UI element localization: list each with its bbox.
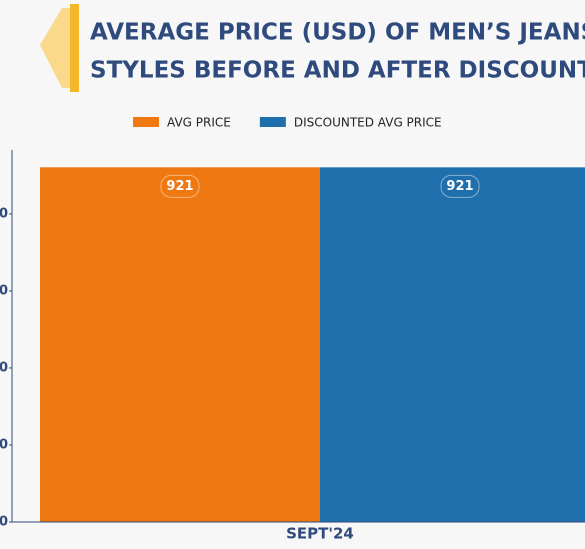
legend-swatch: [259, 117, 286, 127]
value-label: 921: [446, 179, 473, 194]
y-tick-label: 400: [0, 360, 8, 375]
chevron-decoration: [40, 8, 72, 88]
chart-title: STYLES BEFORE AND AFTER DISCOUNT: [90, 58, 585, 84]
legend-label: DISCOUNTED AVG PRICE: [294, 116, 442, 130]
accent-bar: [70, 4, 79, 92]
legend-label: AVG PRICE: [167, 116, 231, 130]
legend-swatch: [133, 117, 159, 127]
bar: [320, 167, 585, 522]
x-tick-label: SEPT'24: [286, 525, 354, 543]
value-label-pill: [440, 174, 480, 198]
bar: [40, 167, 320, 522]
y-tick-label: 0: [0, 515, 8, 530]
chart-title: AVERAGE PRICE (USD) OF MEN’S JEANS: [90, 20, 585, 46]
y-tick-label: 800: [0, 206, 8, 221]
y-tick-label: 600: [0, 283, 8, 298]
value-label: 921: [166, 179, 193, 194]
y-tick-label: 200: [0, 437, 8, 452]
value-label-pill: [160, 174, 200, 198]
